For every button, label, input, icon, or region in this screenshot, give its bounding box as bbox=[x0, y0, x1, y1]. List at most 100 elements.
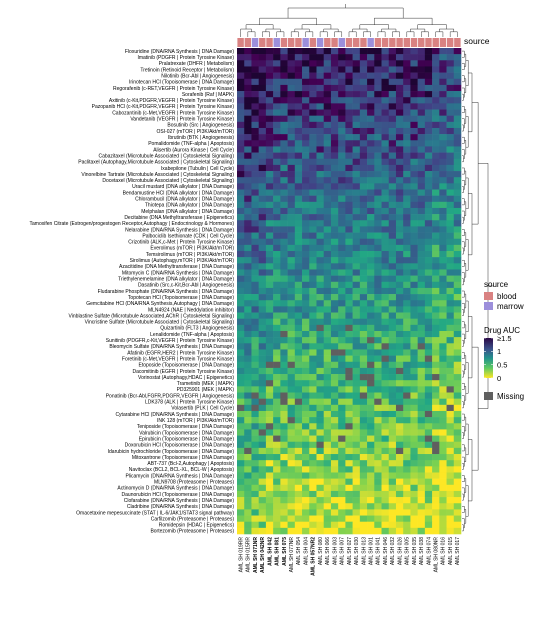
heatmap-cell bbox=[251, 109, 259, 116]
heatmap-cell bbox=[352, 257, 361, 264]
heatmap-cell bbox=[403, 207, 411, 215]
heatmap-cell bbox=[294, 97, 303, 104]
heatmap-cell bbox=[424, 115, 433, 123]
heatmap-cell bbox=[424, 343, 433, 350]
heatmap-cell bbox=[359, 232, 368, 240]
heatmap-cell bbox=[374, 281, 382, 289]
heatmap-cell bbox=[251, 140, 259, 147]
heatmap-cell bbox=[352, 349, 361, 356]
heatmap-cell bbox=[287, 306, 296, 313]
heatmap-cell bbox=[439, 140, 447, 147]
heatmap-cell bbox=[388, 380, 397, 387]
heatmap-cell bbox=[388, 330, 397, 338]
heatmap-cell bbox=[403, 330, 411, 338]
heatmap-cell bbox=[258, 263, 267, 270]
column-label: AML SH 016 bbox=[441, 537, 447, 565]
heatmap-cell bbox=[424, 324, 433, 332]
heatmap-cell bbox=[237, 84, 245, 92]
heatmap-cell bbox=[359, 183, 368, 190]
heatmap-cell bbox=[294, 306, 303, 313]
heatmap-cell bbox=[374, 294, 382, 301]
heatmap-cell bbox=[424, 410, 433, 418]
row-label: Thiotepa (DNA alkylator | DNA Damage) bbox=[145, 203, 234, 209]
heatmap-cell bbox=[294, 337, 303, 344]
heatmap-cell bbox=[309, 484, 317, 492]
heatmap-cell bbox=[352, 72, 361, 80]
heatmap-cell bbox=[403, 158, 411, 166]
heatmap-cell bbox=[251, 72, 259, 80]
heatmap-cell bbox=[302, 232, 310, 240]
heatmap-cell bbox=[395, 374, 404, 381]
heatmap-cell bbox=[265, 392, 274, 399]
heatmap-cell bbox=[410, 232, 418, 240]
heatmap-cell bbox=[237, 497, 245, 504]
heatmap-cell bbox=[294, 380, 303, 387]
heatmap-cell bbox=[244, 294, 252, 301]
heatmap-cell bbox=[330, 343, 339, 350]
heatmap-cell bbox=[273, 447, 281, 455]
heatmap-cell bbox=[309, 472, 317, 479]
heatmap-cell bbox=[265, 226, 274, 233]
heatmap-cell bbox=[302, 312, 310, 319]
heatmap-cell bbox=[352, 361, 361, 369]
legend-label-marrow: marrow bbox=[497, 302, 524, 311]
heatmap-cell bbox=[395, 515, 404, 522]
heatmap-cell bbox=[367, 515, 375, 522]
heatmap-cell bbox=[424, 103, 433, 110]
heatmap-cell bbox=[237, 472, 245, 479]
source-annotation-cell bbox=[302, 38, 309, 47]
heatmap-cell bbox=[265, 66, 274, 73]
heatmap-cell bbox=[323, 404, 332, 412]
heatmap-cell bbox=[330, 374, 339, 381]
heatmap-cell bbox=[424, 527, 433, 535]
heatmap-cell bbox=[280, 72, 288, 80]
heatmap-cells bbox=[237, 48, 462, 535]
heatmap-cell bbox=[258, 460, 267, 467]
row-label: Ixabepilone (Tubulin | Cell Cycle) bbox=[161, 166, 234, 172]
heatmap-cell bbox=[352, 146, 361, 153]
heatmap-cell bbox=[395, 263, 404, 270]
heatmap-cell bbox=[410, 201, 418, 209]
heatmap-cell bbox=[280, 84, 288, 92]
heatmap-cell bbox=[309, 232, 317, 240]
heatmap-cell bbox=[453, 158, 462, 166]
heatmap-cell bbox=[273, 374, 281, 381]
heatmap-cell bbox=[359, 220, 368, 227]
heatmap-cell bbox=[316, 84, 325, 92]
heatmap-cell bbox=[453, 515, 462, 522]
column-label: AML SH 007 bbox=[340, 537, 346, 565]
heatmap-cell bbox=[323, 337, 332, 344]
heatmap-cell bbox=[403, 441, 411, 449]
row-label: Sorafenib (Raf | MAPK) bbox=[182, 92, 234, 98]
heatmap-cell bbox=[258, 478, 267, 486]
heatmap-cell bbox=[273, 527, 281, 535]
heatmap-cell bbox=[395, 91, 404, 98]
heatmap-cell bbox=[265, 121, 274, 129]
heatmap-cell bbox=[294, 447, 303, 455]
heatmap-cell bbox=[374, 398, 382, 406]
row-label: Pomalidomide (TNF-alpha | Apoptosis) bbox=[148, 141, 234, 147]
heatmap-cell bbox=[316, 349, 325, 356]
heatmap-cell bbox=[330, 386, 339, 393]
heatmap-cell bbox=[338, 269, 346, 276]
heatmap-cell bbox=[388, 140, 397, 147]
heatmap-cell bbox=[244, 177, 252, 184]
heatmap-cell bbox=[403, 417, 411, 424]
colorbar-title: Drug AUC bbox=[484, 326, 520, 335]
heatmap-cell bbox=[287, 380, 296, 387]
heatmap-cell bbox=[309, 460, 317, 467]
heatmap-cell bbox=[244, 324, 252, 332]
heatmap-cell bbox=[345, 330, 353, 338]
heatmap-cell bbox=[432, 318, 440, 326]
heatmap-cell bbox=[359, 300, 368, 307]
heatmap-cell bbox=[302, 330, 310, 338]
heatmap-cell bbox=[265, 435, 274, 443]
heatmap-cell bbox=[258, 392, 267, 399]
heatmap-cell bbox=[244, 343, 252, 350]
heatmap-cell bbox=[330, 509, 339, 516]
heatmap-cell bbox=[302, 287, 310, 295]
source-annotation-cell bbox=[309, 38, 317, 47]
heatmap-cell bbox=[323, 447, 332, 455]
heatmap-cell bbox=[374, 269, 382, 276]
heatmap-cell bbox=[403, 410, 411, 418]
